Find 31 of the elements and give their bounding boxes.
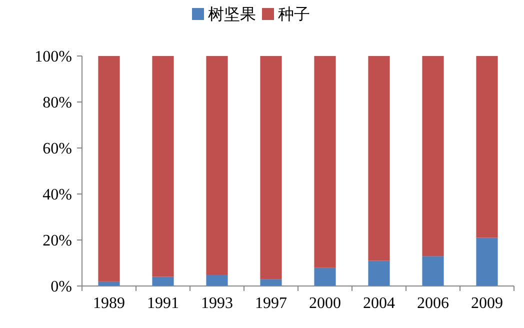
y-tick-label: 0%	[50, 278, 72, 296]
bar	[314, 56, 336, 268]
bar	[260, 279, 282, 286]
bar	[152, 56, 174, 277]
legend-label: 种子	[278, 4, 310, 24]
bar	[422, 56, 444, 256]
bar	[98, 56, 120, 282]
x-tick-label: 2006	[417, 295, 449, 312]
bar	[314, 268, 336, 286]
y-tick-label: 20%	[42, 232, 72, 250]
bar	[422, 256, 444, 286]
bar	[206, 274, 228, 286]
bar	[152, 276, 174, 286]
legend-label: 树坚果	[208, 4, 256, 24]
x-tick-label: 1991	[147, 295, 179, 312]
y-tick-label: 60%	[42, 140, 72, 158]
y-tick-label: 100%	[34, 48, 72, 66]
bar	[206, 56, 228, 274]
x-tick-label: 2004	[363, 295, 395, 312]
x-tick-label: 2000	[309, 295, 341, 312]
x-tick-label: 1997	[255, 295, 287, 312]
bar	[368, 56, 390, 261]
bar	[260, 56, 282, 280]
x-tick-label: 1993	[201, 295, 233, 312]
bar	[476, 56, 498, 238]
bar	[368, 260, 390, 286]
x-tick-label: 1989	[93, 295, 125, 312]
x-tick-label: 2009	[471, 295, 503, 312]
bar	[476, 238, 498, 286]
y-tick-label: 80%	[42, 94, 72, 112]
y-tick-label: 40%	[42, 186, 72, 204]
